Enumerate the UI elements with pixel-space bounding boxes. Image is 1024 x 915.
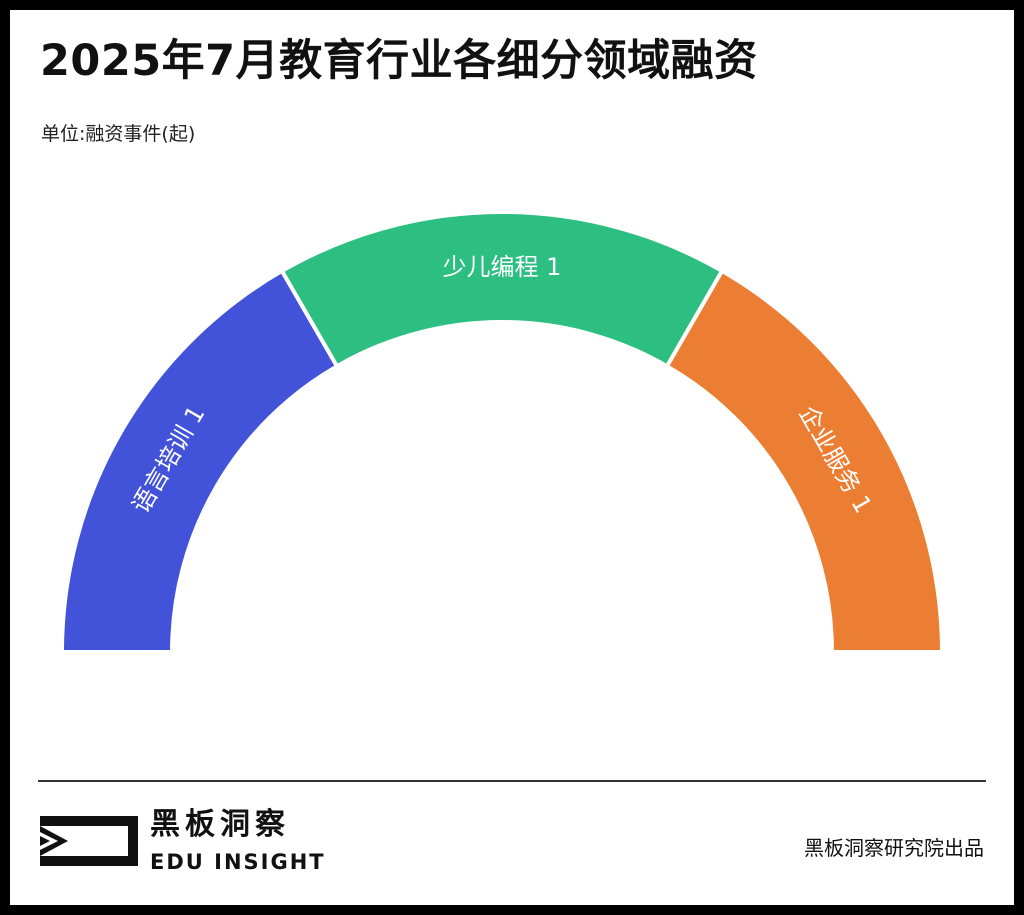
brand-name-cn: 黑板洞察 xyxy=(150,807,290,842)
slice-label-2: 少儿编程 1 xyxy=(443,253,562,281)
slice-2 xyxy=(279,210,725,369)
slice-3 xyxy=(664,268,945,654)
chart-slices xyxy=(59,210,945,654)
chart-card: 2025年7月教育行业各细分领域融资 单位:融资事件(起) 语言培训 1 少儿编程… xyxy=(10,10,1014,905)
edu-insight-logo xyxy=(40,816,138,866)
chart-title: 2025年7月教育行业各细分领域融资 xyxy=(40,36,758,86)
chart-unit: 单位:融资事件(起) xyxy=(41,123,196,145)
publisher-credit: 黑板洞察研究院出品 xyxy=(804,836,984,860)
footer-divider xyxy=(38,780,986,782)
slice-1 xyxy=(59,268,340,654)
brand-name-en: EDU INSIGHT xyxy=(150,850,326,874)
